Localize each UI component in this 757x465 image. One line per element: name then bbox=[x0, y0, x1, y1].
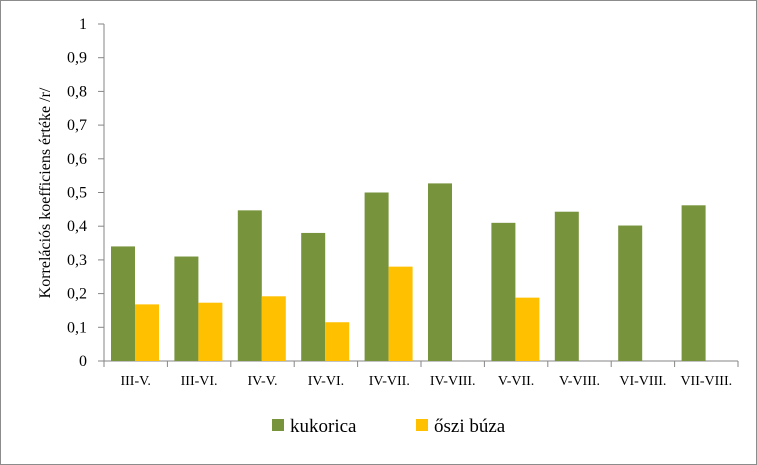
x-tick-label: III-V. bbox=[120, 374, 150, 389]
y-tick-label: 1 bbox=[79, 16, 87, 33]
y-tick-label: 0,4 bbox=[67, 218, 87, 235]
y-tick-label: 0,1 bbox=[67, 319, 87, 336]
legend-label: kukorica bbox=[290, 416, 357, 437]
y-tick-label: 0,8 bbox=[67, 83, 87, 100]
bar-series-2 bbox=[515, 297, 540, 361]
x-tick-label: IV-VII. bbox=[369, 374, 410, 389]
bar-series-1 bbox=[237, 210, 262, 361]
bar-series-1 bbox=[618, 225, 643, 361]
x-tick-label: IV-VIII. bbox=[430, 374, 476, 389]
x-tick-label: III-VI. bbox=[181, 374, 218, 389]
y-tick-label: 0,2 bbox=[67, 286, 87, 303]
legend-swatch bbox=[272, 419, 284, 431]
x-tick-label: IV-VI. bbox=[308, 374, 344, 389]
bar-series-1 bbox=[301, 232, 326, 361]
y-tick-label: 0,7 bbox=[67, 117, 87, 134]
bar-series-2 bbox=[325, 322, 350, 361]
x-tick-label: V-VIII. bbox=[559, 374, 600, 389]
legend-swatch bbox=[416, 419, 428, 431]
x-tick-label: VI-VIII. bbox=[619, 374, 666, 389]
bar-series-1 bbox=[681, 205, 706, 361]
bar-series-1 bbox=[111, 246, 135, 361]
bar-series-1 bbox=[491, 222, 516, 361]
bar-series-1 bbox=[174, 256, 199, 361]
x-tick-label: VII-VIII. bbox=[680, 374, 732, 389]
bar-series-2 bbox=[135, 304, 159, 361]
bar-series-2 bbox=[198, 302, 223, 361]
bar-series-1 bbox=[554, 211, 579, 361]
bar-series-1 bbox=[428, 183, 452, 361]
y-axis-label: Korrelációs koefficiens értéke /r/ bbox=[37, 87, 54, 298]
bar-series-2 bbox=[261, 296, 286, 361]
y-tick-label: 0,5 bbox=[67, 185, 87, 202]
legend: kukorica őszi búza bbox=[272, 416, 506, 437]
x-tick-label: V-VII. bbox=[498, 374, 534, 389]
legend-label: őszi búza bbox=[434, 416, 506, 437]
x-tick-label: IV-V. bbox=[248, 374, 278, 389]
y-tick-label: 0 bbox=[79, 353, 87, 370]
bars bbox=[111, 183, 706, 361]
labels: 0 0,1 0,2 0,3 0,4 0,5 0,6 0,7 0,8 0,9 1 III-V. III-V… bbox=[67, 16, 732, 389]
bar-series-2 bbox=[388, 266, 413, 361]
y-tick-label: 0,3 bbox=[67, 252, 87, 269]
bar-series-1 bbox=[364, 192, 389, 361]
y-tick-label: 0,6 bbox=[67, 151, 87, 168]
y-tick-label: 0,9 bbox=[67, 50, 87, 67]
